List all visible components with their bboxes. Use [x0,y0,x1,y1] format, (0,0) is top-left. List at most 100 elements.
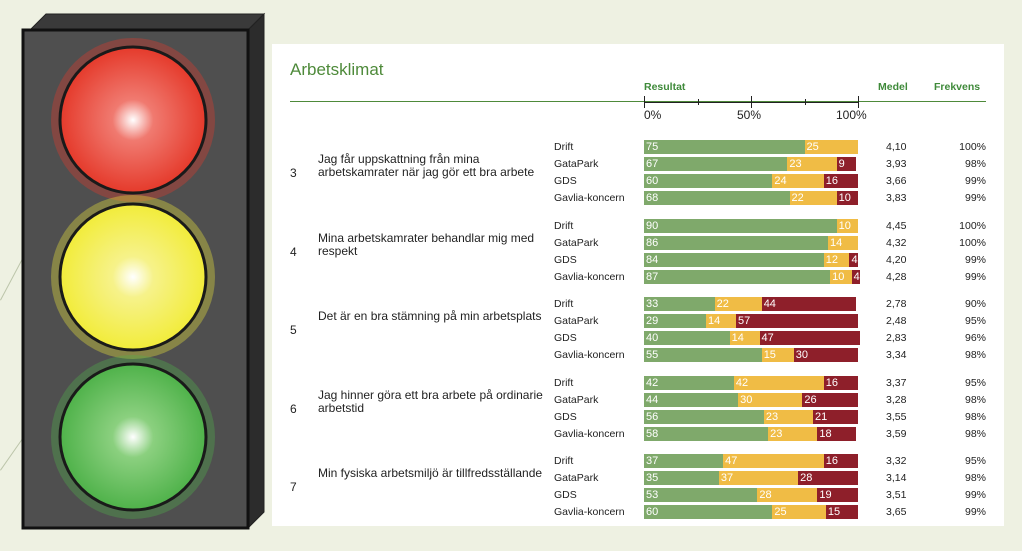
positive-bar-segment: 55 [644,348,762,362]
header-divider [290,101,986,102]
frequency-value: 99% [964,253,986,266]
positive-bar-segment: 60 [644,174,773,188]
neutral-bar-segment: 22 [789,191,837,205]
group-label: Drift [554,219,574,232]
neutral-bar-segment: 47 [723,454,824,468]
neutral-bar-segment: 42 [733,375,824,390]
neutral-bar-segment: 10 [836,218,858,233]
negative-bar-segment: 19 [817,488,858,502]
neutral-bar-segment: 12 [823,252,850,267]
positive-bar-segment: 53 [644,488,758,502]
positive-bar-segment: 86 [644,235,829,250]
neutral-bar-segment: 25 [772,505,826,519]
x-tick-label: 100% [836,108,867,122]
negative-bar-segment: 47 [759,331,861,345]
group-label: Gavlia-koncern [554,427,625,440]
mean-value: 3,28 [886,393,907,406]
frequency-value: 98% [964,427,986,440]
negative-bar-segment: 16 [823,174,858,188]
frequency-value: 99% [964,489,986,501]
negative-bar-segment: 18 [817,426,856,441]
mean-value: 3,32 [886,455,907,467]
green-light [58,362,208,512]
negative-bar-segment: 16 [823,375,858,390]
frequency-value: 98% [964,472,986,484]
group-label: GataPark [554,236,599,249]
group-label: GataPark [554,472,599,484]
positive-bar-segment: 84 [644,252,824,267]
neutral-bar-segment: 30 [738,392,803,407]
positive-bar-segment: 75 [644,140,805,154]
group-label: Drift [554,455,574,467]
question-number: 4 [290,244,297,259]
frequency-value: 98% [964,158,986,170]
frequency-value: 99% [964,175,986,187]
question-number: 6 [290,401,297,416]
x-axis-tick [697,99,699,105]
negative-bar-segment: 28 [798,471,858,485]
mean-value: 2,48 [886,315,907,327]
negative-bar-segment: 44 [761,297,856,311]
positive-bar-segment: 60 [644,505,773,519]
red-light [58,45,208,195]
group-label: Gavlia-koncern [554,506,625,518]
positive-bar-segment: 68 [644,191,790,205]
neutral-bar-segment: 10 [830,269,852,284]
negative-bar-segment: 4 [851,269,861,284]
positive-bar-segment: 42 [644,375,734,390]
mean-value: 3,65 [886,506,907,518]
frequency-value: 98% [964,349,986,361]
neutral-bar-segment: 14 [828,235,858,250]
group-label: GDS [554,332,577,344]
mean-value: 3,93 [886,158,907,170]
mean-value: 3,37 [886,376,907,389]
neutral-bar-segment: 24 [772,174,824,188]
positive-bar-segment: 87 [644,269,831,284]
frequency-value: 95% [964,315,986,327]
question-text: Det är en bra stämning på min arbetsplat… [318,309,542,323]
negative-bar-segment: 15 [825,505,858,519]
positive-bar-segment: 56 [644,409,764,424]
neutral-bar-segment: 22 [714,297,762,311]
positive-bar-segment: 37 [644,454,724,468]
frequency-header: Frekvens [934,81,981,93]
frequency-value: 96% [964,332,986,344]
positive-bar-segment: 67 [644,157,788,171]
group-label: GDS [554,253,577,266]
negative-bar-segment: 9 [836,157,856,171]
x-axis-tick [644,96,645,108]
group-label: Drift [554,376,574,389]
mean-value: 4,32 [886,236,907,249]
mean-value: 4,20 [886,253,907,266]
negative-bar-segment: 10 [836,191,858,205]
chart-panel: Arbetsklimat Resultat Medel Frekvens 0% 5… [272,44,1004,526]
frequency-value: 99% [964,192,986,204]
question-text: Mina arbetskamrater behandlar mig med re… [318,230,535,258]
x-axis-tick [751,96,752,108]
negative-bar-segment: 21 [813,409,858,424]
question-text: Jag får uppskattning från mina arbetskam… [318,152,535,179]
frequency-value: 100% [959,236,986,249]
mean-value: 3,55 [886,410,907,423]
neutral-bar-segment: 28 [757,488,818,502]
mean-value: 3,83 [886,192,907,204]
group-label: GataPark [554,158,599,170]
positive-bar-segment: 33 [644,297,715,311]
question-number: 3 [290,166,297,180]
negative-bar-segment: 4 [849,252,858,267]
frequency-value: 100% [959,219,986,232]
neutral-bar-segment: 37 [718,471,799,485]
positive-bar-segment: 90 [644,218,837,233]
group-label: GataPark [554,393,599,406]
group-label: GDS [554,410,577,423]
mean-value: 2,83 [886,332,907,344]
neutral-bar-segment: 15 [761,348,794,362]
mean-value: 4,28 [886,270,907,283]
question-text: Jag hinner göra ett bra arbete på ordina… [318,387,543,415]
group-label: Drift [554,141,574,153]
group-label: GDS [554,175,577,187]
neutral-bar-segment: 14 [729,331,760,345]
neutral-bar-segment: 23 [768,426,818,441]
mean-value: 4,45 [886,219,907,232]
group-label: GataPark [554,315,599,327]
